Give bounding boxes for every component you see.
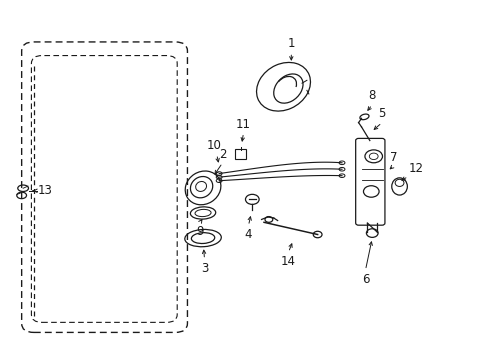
Text: 3: 3 [201, 262, 208, 275]
Text: 13: 13 [37, 184, 52, 197]
Text: 4: 4 [244, 228, 252, 241]
Text: 5: 5 [378, 108, 385, 121]
Text: 12: 12 [407, 162, 423, 175]
FancyBboxPatch shape [235, 149, 245, 159]
Text: 8: 8 [368, 89, 375, 102]
Text: 2: 2 [218, 148, 226, 161]
Text: 7: 7 [389, 150, 397, 163]
Text: 10: 10 [206, 139, 221, 152]
Text: 11: 11 [236, 117, 250, 131]
Text: 1: 1 [287, 37, 294, 50]
Text: 9: 9 [196, 225, 203, 238]
Text: 14: 14 [280, 255, 295, 267]
Text: 6: 6 [361, 273, 368, 285]
